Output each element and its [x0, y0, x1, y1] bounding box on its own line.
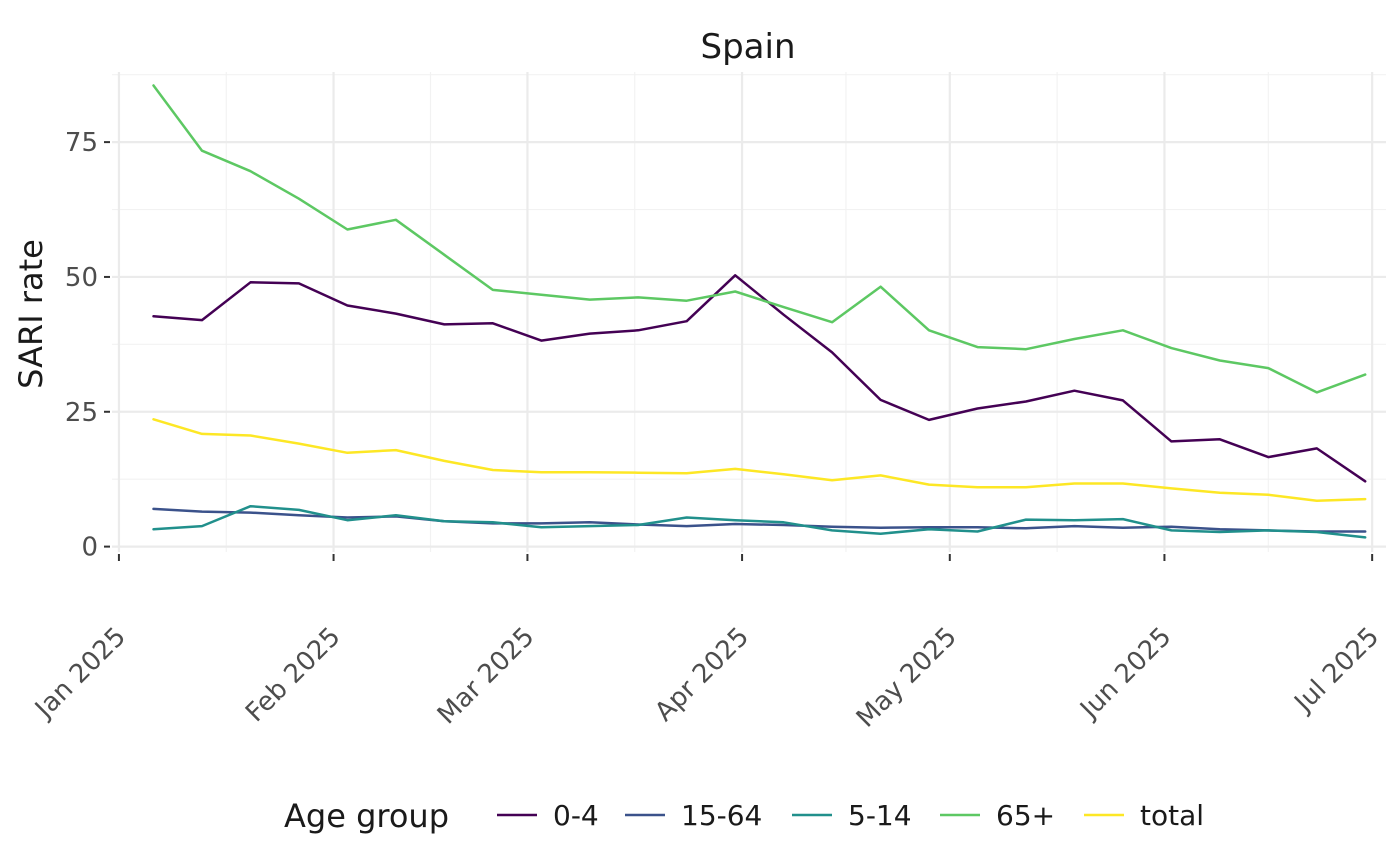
- legend: Age group 0-4 15-64 5-14 65+ total: [284, 797, 1204, 835]
- x-tick-label: Jan 2025: [28, 622, 132, 726]
- y-tick-label: 50: [65, 263, 98, 293]
- y-tick-label: 0: [81, 533, 98, 563]
- legend-label: 5-14: [848, 799, 912, 832]
- legend-item: 15-64: [625, 799, 762, 832]
- chart-title: Spain: [701, 27, 796, 67]
- minor-gridlines: [112, 72, 1386, 552]
- legend-item: 65+: [940, 799, 1055, 832]
- legend-item: total: [1084, 799, 1204, 832]
- x-tick-label: Jul 2025: [1288, 622, 1385, 719]
- y-axis-title: SARI rate: [12, 239, 50, 389]
- x-tick-label: Feb 2025: [240, 622, 346, 728]
- series-lines: [152, 84, 1367, 539]
- legend-title: Age group: [284, 797, 449, 835]
- y-tick-label: 75: [65, 128, 98, 158]
- x-tick-label: Mar 2025: [432, 622, 541, 731]
- major-gridlines: [112, 72, 1386, 552]
- x-tick-label: Apr 2025: [649, 622, 755, 728]
- legend-label: 65+: [996, 799, 1055, 832]
- x-tick-label: Jun 2025: [1073, 622, 1177, 726]
- legend-label: total: [1140, 799, 1204, 832]
- series-line-total: [152, 418, 1367, 503]
- series-line-5-14: [152, 504, 1367, 539]
- x-tick-label: May 2025: [851, 622, 963, 734]
- y-axis-ticks: 0 25 50 75: [65, 128, 110, 563]
- x-axis-ticks: Jan 2025 Feb 2025 Mar 2025 Apr 2025 May 2025…: [28, 554, 1385, 734]
- series-line-0-4: [152, 274, 1367, 483]
- series-line-65-: [152, 84, 1367, 394]
- legend-item: 0-4: [497, 799, 599, 832]
- legend-label: 15-64: [681, 799, 762, 832]
- series-line-15-64: [152, 507, 1367, 533]
- legend-label: 0-4: [553, 799, 599, 832]
- y-tick-label: 25: [65, 398, 98, 428]
- legend-item: 5-14: [792, 799, 912, 832]
